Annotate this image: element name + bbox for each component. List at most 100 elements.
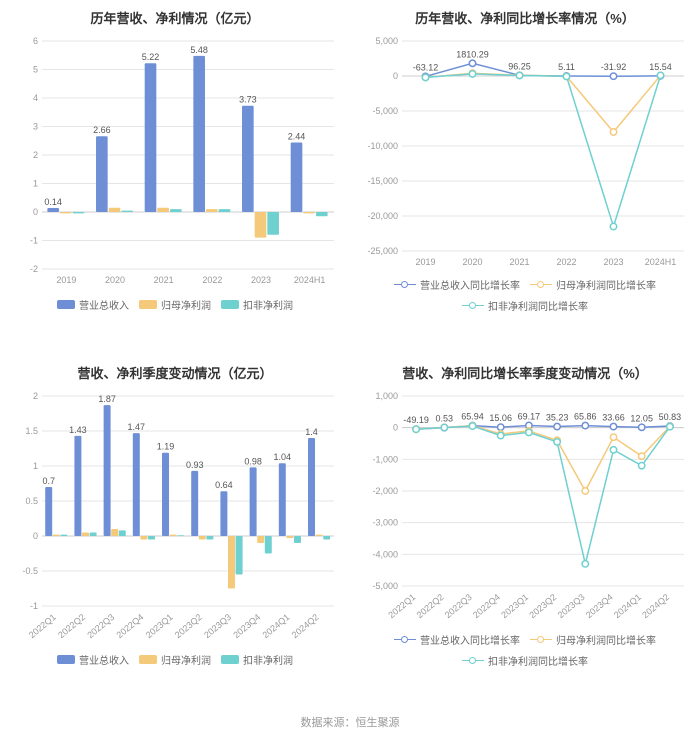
svg-text:2024Q1: 2024Q1 [261,612,292,640]
svg-text:-1: -1 [30,236,38,246]
svg-text:1.19: 1.19 [157,442,175,452]
chart4-title: 营收、净利同比增长率季度变动情况（%） [356,363,694,382]
svg-text:2023Q2: 2023Q2 [173,612,204,640]
panel-quarterly-growth: 营收、净利同比增长率季度变动情况（%） -5,000 -4,000 -3,000 -2… [350,355,700,710]
svg-text:0.98: 0.98 [244,456,262,466]
legend-label: 归母净利润 [161,297,211,312]
chart3-area: -1-0.500.511.520.72022Q11.432022Q21.8720… [6,388,344,648]
svg-text:-63.12: -63.12 [413,62,439,72]
legend-label: 营业总收入 [79,652,129,667]
svg-text:69.17: 69.17 [518,411,541,421]
legend-label: 营业总收入 [79,297,129,312]
legend-swatch [139,300,157,309]
legend-item: 归母净利润 [139,652,211,667]
svg-text:6: 6 [33,36,38,46]
legend-item: 扣非净利润同比增长率 [462,298,588,313]
svg-text:35.23: 35.23 [546,413,569,423]
svg-text:2021: 2021 [509,257,529,267]
svg-text:-10,000: -10,000 [367,141,398,151]
svg-text:2023Q4: 2023Q4 [584,592,615,620]
svg-text:2022Q2: 2022Q2 [56,612,87,640]
legend-item: 营业总收入 [57,297,129,312]
legend-item: 扣非净利润同比增长率 [462,653,588,668]
svg-text:2022Q1: 2022Q1 [386,592,417,620]
legend-swatch [530,280,552,290]
svg-text:-20,000: -20,000 [367,211,398,221]
svg-text:2023Q1: 2023Q1 [144,612,175,640]
svg-text:0.7: 0.7 [42,476,55,486]
svg-text:2023Q3: 2023Q3 [556,592,587,620]
svg-text:-0.5: -0.5 [22,566,38,576]
svg-text:1: 1 [33,179,38,189]
chart1-legend: 营业总收入 归母净利润 扣非净利润 [6,297,344,312]
svg-text:5,000: 5,000 [375,36,398,46]
legend-label: 扣非净利润同比增长率 [488,298,588,313]
chart4-area: -5,000-4,000-3,000-2,000-1,00001,000-49.… [356,388,694,628]
svg-text:-5,000: -5,000 [372,581,398,591]
panel-annual-growth: 历年营收、净利同比增长率情况（%） -25,000-20,000-15,000-… [350,0,700,355]
svg-text:2022Q3: 2022Q3 [443,592,474,620]
legend-swatch [530,635,552,645]
svg-text:0.5: 0.5 [25,496,38,506]
panel-annual-revenue: 历年营收、净利情况（亿元） -2-101234560.1420192.66202… [0,0,350,355]
legend-swatch [462,656,484,666]
svg-text:-31.92: -31.92 [601,62,627,72]
svg-text:2024Q2: 2024Q2 [640,592,671,620]
svg-text:-3,000: -3,000 [372,518,398,528]
svg-text:-1,000: -1,000 [372,454,398,464]
svg-text:1.4: 1.4 [305,427,318,437]
legend-swatch [139,655,157,664]
svg-text:2019: 2019 [56,275,76,285]
chart-grid: 历年营收、净利情况（亿元） -2-101234560.1420192.66202… [0,0,700,710]
svg-text:2022Q2: 2022Q2 [415,592,446,620]
svg-text:-4,000: -4,000 [372,549,398,559]
svg-text:1.47: 1.47 [128,422,146,432]
svg-text:2020: 2020 [105,275,125,285]
legend-label: 归母净利润同比增长率 [556,632,656,647]
svg-text:1.5: 1.5 [25,426,38,436]
data-source: 数据来源：恒生聚源 [0,710,700,730]
svg-text:2024Q2: 2024Q2 [290,612,321,640]
chart4-legend: 营业总收入同比增长率 归母净利润同比增长率扣非净利润同比增长率 [356,632,694,668]
svg-text:0.93: 0.93 [186,460,204,470]
svg-text:2023: 2023 [251,275,271,285]
svg-text:2023Q4: 2023Q4 [231,612,262,640]
legend-label: 扣非净利润 [243,297,293,312]
legend-item: 归母净利润 [139,297,211,312]
svg-text:0.14: 0.14 [44,197,62,207]
svg-text:-1: -1 [30,601,38,611]
legend-label: 营业总收入同比增长率 [420,632,520,647]
svg-text:96.25: 96.25 [508,61,531,71]
chart2-title: 历年营收、净利同比增长率情况（%） [356,8,694,27]
legend-swatch [462,301,484,311]
legend-swatch [221,655,239,664]
svg-text:2022: 2022 [556,257,576,267]
svg-text:2020: 2020 [462,257,482,267]
svg-text:0: 0 [393,423,398,433]
chart3-title: 营收、净利季度变动情况（亿元） [6,363,344,382]
svg-text:-2,000: -2,000 [372,486,398,496]
panel-quarterly-revenue: 营收、净利季度变动情况（亿元） -1-0.500.511.520.72022Q1… [0,355,350,710]
svg-text:2022: 2022 [202,275,222,285]
legend-item: 归母净利润同比增长率 [530,277,656,292]
svg-text:3: 3 [33,122,38,132]
legend-label: 扣非净利润同比增长率 [488,653,588,668]
svg-text:-2: -2 [30,264,38,274]
svg-text:0.53: 0.53 [436,414,454,424]
legend-swatch [394,635,416,645]
svg-text:-49.19: -49.19 [403,415,429,425]
svg-text:65.94: 65.94 [461,412,484,422]
svg-text:2022Q3: 2022Q3 [85,612,116,640]
chart1-title: 历年营收、净利情况（亿元） [6,8,344,27]
chart2-area: -25,000-20,000-15,000-10,000-5,00005,000… [356,33,694,273]
svg-text:5.22: 5.22 [142,52,160,62]
svg-text:33.66: 33.66 [602,413,625,423]
svg-text:2024H1: 2024H1 [645,257,677,267]
legend-item: 营业总收入同比增长率 [394,277,520,292]
svg-text:-15,000: -15,000 [367,176,398,186]
svg-text:1.04: 1.04 [274,452,292,462]
svg-text:0.64: 0.64 [215,480,233,490]
svg-text:2022Q1: 2022Q1 [27,612,58,640]
svg-text:15.06: 15.06 [489,413,512,423]
svg-text:2: 2 [33,391,38,401]
